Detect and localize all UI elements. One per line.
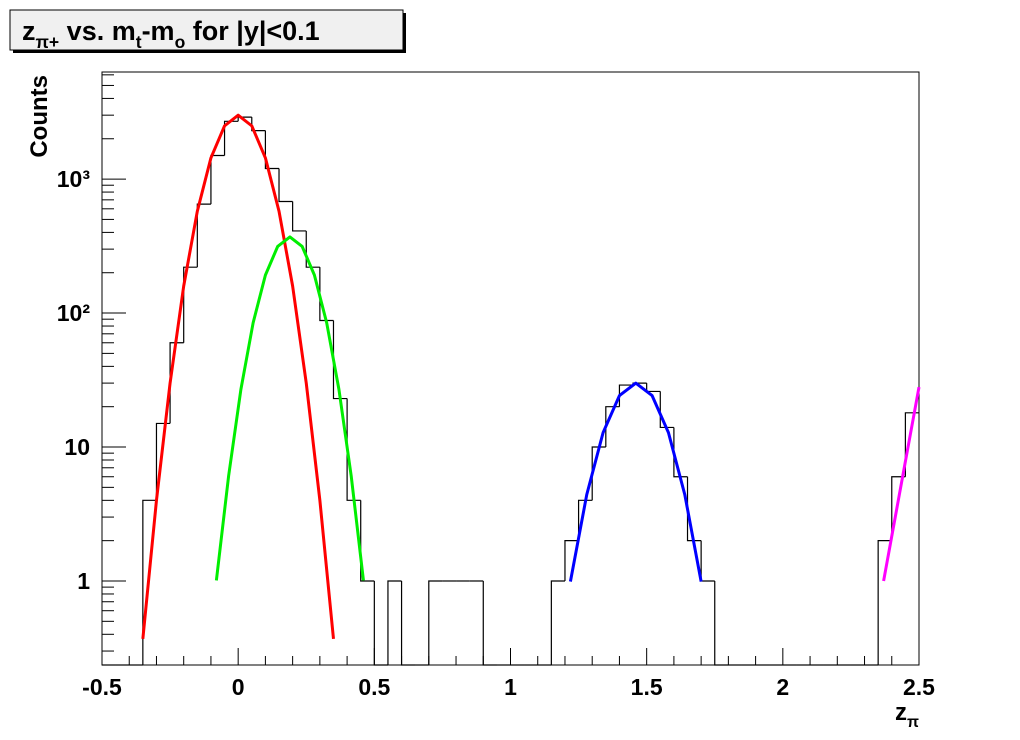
histogram-bin — [577, 499, 593, 541]
y-tick-label: 1 — [77, 568, 90, 594]
histogram-bin — [482, 580, 497, 666]
histogram-bin — [332, 320, 348, 400]
histogram-bin — [618, 384, 634, 407]
text-part: vs. m — [59, 16, 136, 46]
x-axis-label: zπ — [895, 699, 919, 731]
histogram-bin — [292, 201, 307, 232]
text-part: z — [895, 699, 907, 726]
text-part: for |y|<0.1 — [185, 16, 319, 46]
y-tick-label: 10² — [57, 300, 91, 326]
histogram-bin — [319, 267, 334, 322]
y-tick-label: 10³ — [57, 166, 91, 192]
x-tick-label: 2 — [776, 674, 789, 700]
fit-curve — [568, 381, 703, 582]
histogram-bin — [673, 427, 688, 478]
histogram-bin — [183, 266, 198, 343]
y-axis-label: Counts — [26, 75, 53, 158]
histogram-bin — [400, 580, 416, 666]
fit-curve — [141, 113, 335, 639]
histogram-bin — [360, 500, 375, 582]
histogram-bin — [251, 117, 266, 132]
histogram-bin — [264, 130, 280, 170]
title-box — [9, 9, 404, 51]
histogram-bin — [223, 120, 239, 156]
histogram-bin — [686, 476, 702, 542]
x-tick-label: 0.5 — [358, 674, 390, 700]
histogram-bin — [591, 446, 606, 501]
histogram-bin — [196, 203, 211, 268]
text-part: z — [22, 16, 36, 46]
histogram-bin — [428, 580, 443, 665]
subscript: o — [175, 32, 186, 52]
histogram-bin — [237, 116, 252, 122]
histogram-bin — [278, 168, 293, 203]
histogram-bin — [305, 230, 320, 268]
x-tick-label: 2.5 — [903, 674, 935, 700]
fit-curve — [214, 235, 365, 581]
chart-title: zπ+ vs. mt-mo for |y|<0.1 — [22, 16, 320, 52]
histogram-bin — [877, 540, 892, 665]
x-tick-label: 0 — [232, 674, 245, 700]
x-tick-label: -0.5 — [82, 674, 122, 700]
histogram-bin — [387, 580, 402, 665]
histogram-bin — [142, 499, 157, 665]
histogram-bin — [659, 391, 674, 429]
subscript: π+ — [36, 32, 60, 52]
text-part: -m — [142, 16, 175, 46]
x-tick-label: 1.5 — [631, 674, 663, 700]
histogram-bin — [550, 580, 565, 665]
histogram-bin — [891, 476, 906, 541]
x-tick-label: 1 — [504, 674, 517, 700]
histogram-bin — [564, 540, 579, 581]
fit-curve — [882, 386, 921, 582]
subscript: π — [907, 714, 919, 731]
y-tick-label: 10 — [64, 434, 90, 460]
subscript: t — [136, 32, 142, 52]
histogram-bin — [346, 398, 361, 501]
histogram-bin — [169, 342, 184, 424]
histogram-bin — [373, 580, 388, 666]
histogram-bin — [714, 580, 729, 666]
